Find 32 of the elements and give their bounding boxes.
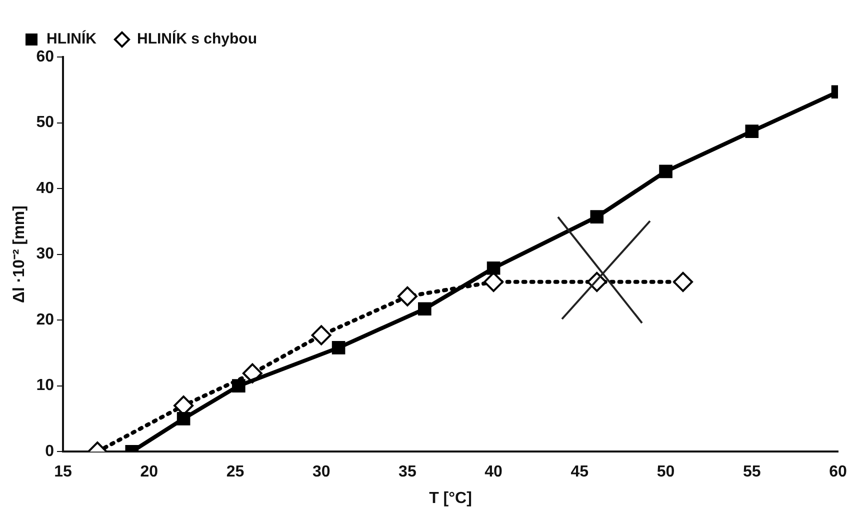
point — [332, 341, 346, 354]
x-tick-label: 25 — [226, 464, 244, 481]
x-tick-label: 20 — [140, 464, 158, 481]
point — [659, 164, 672, 178]
y-axis-title: Δl ·10⁻² [mm] — [11, 206, 28, 304]
point — [745, 124, 759, 138]
legend-label: HLINÍK — [46, 30, 97, 48]
y-tick-label: 40 — [36, 180, 54, 197]
point — [232, 379, 246, 392]
x-tick-label: 60 — [829, 464, 847, 481]
x-tick-label: 45 — [570, 464, 589, 481]
x-tick-label: 50 — [656, 464, 675, 481]
x-tick-label: 35 — [398, 464, 416, 481]
x-tick-label: 15 — [54, 464, 72, 481]
y-tick-label: 30 — [36, 246, 54, 263]
x-tick-label: 30 — [312, 464, 330, 481]
y-tick-label: 50 — [36, 114, 54, 132]
x-tick-label: 55 — [742, 464, 761, 481]
x-tick-label: 40 — [484, 464, 503, 481]
y-tick-label: 0 — [45, 443, 54, 460]
x-axis-title: T [°C] — [429, 490, 472, 507]
point — [486, 261, 500, 275]
point — [418, 302, 432, 316]
point — [397, 286, 418, 306]
y-tick-label: 60 — [36, 48, 54, 66]
point — [311, 325, 332, 346]
y-tick-label: 20 — [36, 311, 54, 328]
point — [176, 412, 190, 426]
point — [590, 210, 604, 224]
legend-label: HLINÍK s chybou — [136, 30, 258, 48]
y-tick-label: 10 — [36, 377, 54, 394]
point — [673, 272, 693, 292]
